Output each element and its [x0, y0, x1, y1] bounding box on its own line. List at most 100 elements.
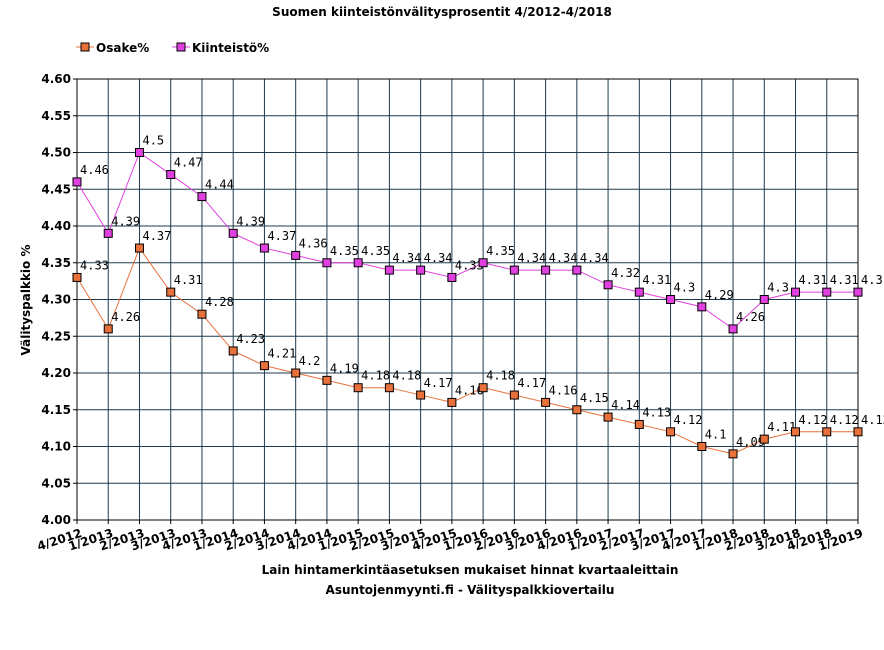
data-label: 4.26 [736, 310, 765, 324]
data-label: 4.34 [392, 251, 421, 265]
data-point [853, 287, 863, 297]
data-label: 4.19 [330, 361, 359, 375]
data-point [728, 324, 738, 334]
y-tick-label: 4.25 [41, 329, 71, 343]
y-tick-label: 4.55 [41, 109, 71, 123]
data-label: 4.31 [830, 273, 859, 287]
y-tick-label: 4.15 [41, 403, 71, 417]
data-label: 4.18 [486, 369, 515, 383]
data-label: 4.26 [111, 310, 140, 324]
data-label: 4.13 [642, 405, 671, 419]
y-axis-label: Välityspalkkio % [19, 245, 33, 356]
x-axis-label: Lain hintamerkintäasetuksen mukaiset hin… [262, 563, 679, 577]
y-axis: 4.00 4.05 4.10 4.15 4.20 4.25 4.30 4.35 4.40 4.45… [41, 72, 77, 527]
data-label: 4.33 [455, 258, 484, 272]
y-tick-label: 4.20 [41, 366, 71, 380]
data-point [197, 192, 207, 202]
data-label: 4.15 [580, 391, 609, 405]
data-label: 4.39 [111, 214, 140, 228]
x-axis: 4/20121/20132/20133/20134/20131/20142/20… [35, 520, 865, 553]
data-label: 4.17 [517, 376, 546, 390]
data-label: 4.09 [736, 435, 765, 449]
data-label: 4.5 [142, 134, 164, 148]
data-point [103, 324, 113, 334]
data-label: 4.3 [767, 281, 789, 295]
data-point [541, 265, 551, 275]
data-label: 4.12 [799, 413, 828, 427]
data-point [72, 272, 82, 282]
data-point [322, 258, 332, 268]
data-point [416, 390, 426, 400]
data-point [541, 397, 551, 407]
data-label: 4.32 [611, 266, 640, 280]
data-label: 4.35 [361, 244, 390, 258]
data-label: 4.31 [174, 273, 203, 287]
series-layer: 4.334.264.374.314.284.234.214.24.194.18 4… [72, 134, 884, 459]
data-point [228, 346, 238, 356]
data-point [634, 419, 644, 429]
data-label: 4.11 [767, 420, 796, 434]
data-label: 4.44 [205, 178, 234, 192]
data-label: 4.12 [674, 413, 703, 427]
data-label: 4.33 [80, 258, 109, 272]
data-label: 4.35 [330, 244, 359, 258]
data-label: 4.12 [830, 413, 859, 427]
y-tick-label: 4.30 [41, 293, 71, 307]
data-point [509, 265, 519, 275]
data-label: 4.46 [80, 163, 109, 177]
data-point [416, 265, 426, 275]
data-point [478, 258, 488, 268]
data-point [759, 434, 769, 444]
data-point [134, 243, 144, 253]
legend-marker-osake [80, 42, 90, 52]
series-kiinteisto: 4.464.394.54.474.444.394.374.364.35 4.354… [72, 134, 884, 334]
data-point [822, 287, 832, 297]
data-point [509, 390, 519, 400]
data-point [634, 287, 644, 297]
data-point [728, 449, 738, 459]
data-point [322, 375, 332, 385]
data-label: 4.23 [236, 332, 265, 346]
data-label: 4.34 [424, 251, 453, 265]
legend-label-osake: Osake% [96, 41, 149, 55]
y-tick-label: 4.05 [41, 476, 71, 490]
data-label: 4.31 [642, 273, 671, 287]
data-label: 4.36 [299, 236, 328, 250]
data-point [697, 442, 707, 451]
data-label: 4.29 [705, 288, 734, 302]
data-label: 4.34 [549, 251, 578, 265]
series-line [76, 151, 858, 330]
data-point [259, 361, 269, 371]
data-point [666, 427, 676, 437]
legend-marker-kiinteisto [176, 42, 186, 52]
data-point [103, 228, 113, 238]
data-point [384, 383, 394, 393]
y-tick-label: 4.40 [41, 219, 71, 233]
data-label: 4.31 [861, 273, 884, 287]
data-point [697, 302, 707, 312]
data-point [353, 383, 363, 393]
y-tick-label: 4.00 [41, 513, 71, 527]
data-label: 4.34 [517, 251, 546, 265]
legend-label-kiinteisto: Kiinteistö% [192, 41, 269, 55]
data-label: 4.18 [392, 369, 421, 383]
data-point [822, 427, 832, 437]
data-label: 4.12 [861, 413, 884, 427]
data-point [603, 412, 613, 422]
data-point [134, 148, 144, 157]
data-label: 4.17 [424, 376, 453, 390]
data-point [291, 368, 301, 378]
data-label: 4.2 [299, 354, 321, 368]
data-point [166, 287, 176, 297]
data-point [197, 309, 207, 319]
data-label: 4.3 [674, 281, 696, 295]
series-line [76, 247, 858, 455]
data-point [228, 228, 238, 238]
data-point [791, 427, 801, 437]
y-tick-label: 4.50 [41, 146, 71, 160]
data-label: 4.37 [142, 229, 171, 243]
chart-title: Suomen kiinteistönvälitysprosentit 4/201… [272, 5, 612, 19]
data-point [259, 243, 269, 253]
data-label: 4.14 [611, 398, 640, 412]
